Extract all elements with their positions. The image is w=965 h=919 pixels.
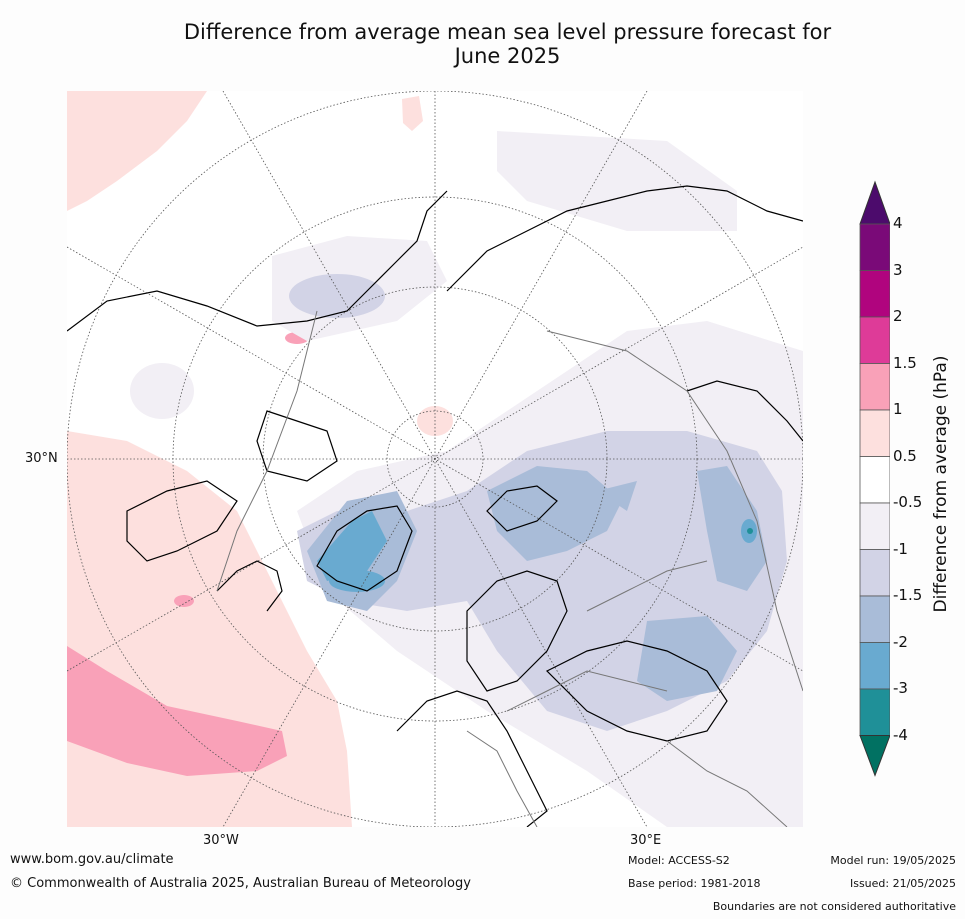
colorbar-segment (859, 223, 890, 271)
strong-negative-region-siberia (597, 481, 637, 511)
extreme-negative-spot (747, 528, 753, 534)
colorbar-segment (859, 595, 890, 643)
colorbar-segment (859, 549, 890, 597)
coastlines (67, 185, 803, 827)
colorbar-title: Difference from average (hPa) (931, 355, 951, 613)
colorbar-segment (859, 642, 890, 690)
pressure-anomaly-map (67, 91, 803, 827)
moderate-negative-pacific (289, 274, 385, 318)
colorbar-segment (859, 270, 890, 318)
colorbar-segment (859, 316, 890, 364)
colorbar-segment (859, 456, 890, 504)
latitude-label-30n: 30°N (25, 451, 58, 466)
colorbar-tick-label: 1.5 (893, 353, 917, 372)
very-strong-negative-small (329, 570, 385, 592)
colorbar-tick-label: -2 (893, 632, 908, 651)
colorbar-segment (859, 502, 890, 550)
weak-negative-small (130, 363, 194, 419)
positive-anomaly-region-north (67, 91, 207, 211)
colorbar-segment (859, 688, 890, 736)
country-borders (216, 310, 803, 827)
issued-text: Issued: 21/05/2025 (849, 877, 956, 890)
strong-positive-region (67, 646, 287, 776)
colorbar-tick-label: 2 (893, 307, 903, 325)
disclaimer-text: Boundaries are not considered authoritat… (712, 900, 956, 913)
model-run-text: Model run: 19/05/2025 (830, 854, 956, 867)
colorbar-tick-label: -1 (893, 539, 908, 558)
positive-anomaly-small (402, 96, 423, 131)
strong-positive-small (174, 595, 194, 607)
title-line-2: June 2025 (454, 44, 561, 68)
base-period-text: Base period: 1981-2018 (628, 877, 761, 890)
colorbar-over-arrow (859, 180, 890, 225)
model-text: Model: ACCESS-S2 (628, 854, 730, 867)
website-link[interactable]: www.bom.gov.au/climate (10, 852, 174, 867)
colorbar-segment (859, 363, 890, 411)
title-line-1: Difference from average mean sea level p… (183, 20, 832, 44)
copyright-text: © Commonwealth of Australia 2025, Austra… (10, 876, 471, 891)
strong-negative-region-south (637, 616, 737, 701)
colorbar (859, 180, 890, 777)
colorbar-tick-label: -1.5 (893, 586, 923, 604)
map-title: Difference from average mean sea level p… (0, 20, 965, 68)
longitude-label-30e: 30°E (630, 833, 662, 848)
colorbar-tick-label: -4 (893, 725, 908, 744)
colorbar-under-arrow (859, 735, 890, 777)
longitude-label-30w: 30°W (203, 833, 239, 848)
colorbar-tick-label: -3 (893, 679, 908, 697)
colorbar-tick-label: 0.5 (893, 446, 917, 465)
strong-negative-region-east (697, 466, 767, 591)
colorbar-tick-label: 3 (893, 260, 903, 279)
colorbar-tick-label: 4 (893, 214, 903, 232)
colorbar-tick-label: 1 (893, 400, 903, 418)
weak-negative-region (497, 131, 737, 231)
colorbar-tick-label: -0.5 (893, 493, 923, 511)
colorbar-segments (859, 180, 890, 777)
very-strong-negative-region (317, 511, 387, 581)
colorbar-segment (859, 409, 890, 457)
